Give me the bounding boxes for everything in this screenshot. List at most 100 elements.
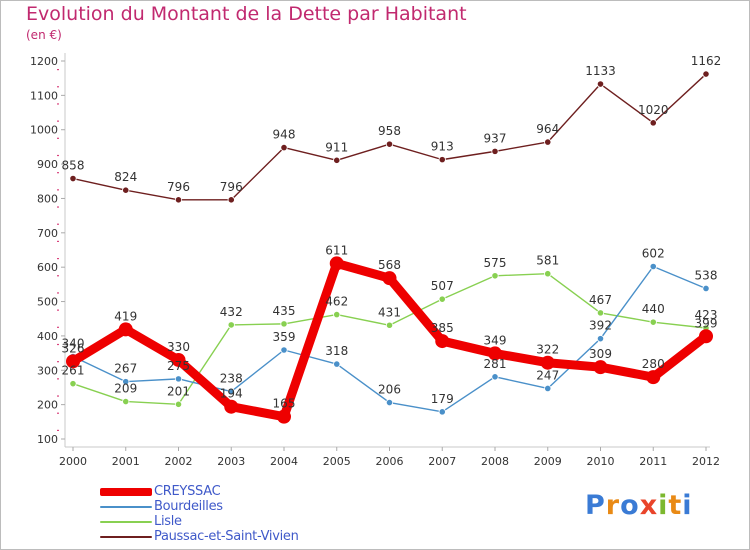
legend-label: Bourdeilles <box>154 499 223 514</box>
legend-item-lisle: Lisle <box>100 514 360 529</box>
data-label-creyssac: 326 <box>62 341 85 355</box>
chart-data-labels: 326 419 330 194 165 611 568 385 349 322 309 280 399 3… <box>62 54 722 411</box>
data-point-bourdeilles <box>122 378 130 386</box>
y-tick-label: 800 <box>37 192 58 205</box>
data-point-bourdeilles <box>227 387 235 396</box>
data-label-bourdeilles: 340 <box>62 337 85 351</box>
data-label-paussac-et-saint-vivien: 913 <box>431 140 454 154</box>
x-tick-label: 2000 <box>59 455 87 468</box>
logo-letter: x <box>639 490 659 521</box>
data-point-creyssac <box>329 256 344 271</box>
y-tick-label: 200 <box>37 399 58 412</box>
chart-legend: CREYSSAC Bourdeilles Lisle Paussac-et-Saint… <box>100 484 360 544</box>
chart-unit-label: (en €) <box>26 28 62 42</box>
chart-title: Evolution du Montant de la Dette par Hab… <box>26 3 467 25</box>
data-label-lisle: 261 <box>62 364 85 378</box>
data-point-paussac-et-saint-vivien <box>227 196 235 204</box>
data-label-lisle: 435 <box>273 304 296 318</box>
data-point-lisle <box>227 321 235 329</box>
data-label-bourdeilles: 179 <box>431 392 454 406</box>
x-tick-label: 2005 <box>323 455 351 468</box>
data-point-paussac-et-saint-vivien <box>122 186 130 194</box>
logo-letter: P <box>585 490 606 521</box>
data-point-paussac-et-saint-vivien <box>333 156 341 164</box>
y-tick-label: 700 <box>37 227 58 240</box>
data-point-creyssac <box>435 334 450 349</box>
data-label-bourdeilles: 275 <box>167 359 190 373</box>
data-label-bourdeilles: 392 <box>589 319 612 333</box>
data-label-creyssac: 568 <box>378 258 401 272</box>
data-label-bourdeilles: 247 <box>536 368 559 382</box>
logo-letter: i <box>682 490 693 521</box>
legend-item-bourdeilles: Bourdeilles <box>100 499 360 514</box>
data-label-bourdeilles: 206 <box>378 383 401 397</box>
data-point-bourdeilles <box>649 262 657 271</box>
data-label-paussac-et-saint-vivien: 858 <box>62 159 85 173</box>
data-point-creyssac <box>488 346 502 361</box>
data-point-paussac-et-saint-vivien <box>702 70 710 78</box>
data-point-lisle <box>280 320 288 328</box>
data-label-creyssac: 419 <box>114 309 137 323</box>
x-tick-label: 2012 <box>692 455 720 468</box>
x-tick-label: 2004 <box>270 455 298 468</box>
data-point-creyssac <box>171 352 186 367</box>
y-tick-label: 1200 <box>30 55 58 68</box>
data-label-creyssac: 330 <box>167 340 190 354</box>
data-label-lisle: 507 <box>431 279 454 293</box>
chart-axes: 100 200 300 400 500 600 700 800 900 1000 1100 1200 2… <box>30 53 720 468</box>
data-label-bourdeilles: 267 <box>114 362 137 376</box>
logo-letter: r <box>605 490 621 521</box>
x-tick-label: 2006 <box>376 455 404 468</box>
data-label-lisle: 575 <box>484 256 507 270</box>
data-label-paussac-et-saint-vivien: 824 <box>114 170 137 184</box>
data-label-bourdeilles: 281 <box>484 357 507 371</box>
data-point-paussac-et-saint-vivien <box>596 80 605 88</box>
data-label-bourdeilles: 602 <box>642 246 665 260</box>
data-label-bourdeilles: 359 <box>273 330 296 344</box>
y-tick-label: 600 <box>37 261 58 274</box>
data-point-paussac-et-saint-vivien <box>438 156 446 164</box>
data-point-paussac-et-saint-vivien <box>174 196 183 204</box>
data-point-lisle <box>649 318 657 326</box>
data-point-creyssac <box>277 409 291 424</box>
data-label-lisle: 209 <box>114 382 137 396</box>
data-point-lisle <box>544 270 552 278</box>
y-tick-label: 900 <box>37 158 58 171</box>
data-point-paussac-et-saint-vivien <box>491 147 499 155</box>
data-label-creyssac: 309 <box>589 347 612 361</box>
data-point-paussac-et-saint-vivien <box>69 174 77 183</box>
data-label-paussac-et-saint-vivien: 796 <box>167 180 190 194</box>
chart-series <box>66 70 713 424</box>
data-label-lisle: 431 <box>378 305 401 319</box>
data-point-creyssac <box>224 399 239 414</box>
y-tick-label: 400 <box>37 330 58 343</box>
data-label-paussac-et-saint-vivien: 1162 <box>691 54 722 68</box>
logo-letter: i <box>658 490 669 521</box>
data-label-lisle: 201 <box>167 384 190 398</box>
data-label-lisle: 462 <box>325 295 348 309</box>
data-label-paussac-et-saint-vivien: 1133 <box>585 64 616 78</box>
x-tick-label: 2008 <box>481 455 509 468</box>
data-point-creyssac <box>66 354 80 369</box>
data-label-lisle: 432 <box>220 305 243 319</box>
data-point-paussac-et-saint-vivien <box>280 143 288 152</box>
x-tick-label: 2009 <box>534 455 562 468</box>
logo-letter: t <box>668 490 683 521</box>
logo-letter: o <box>620 490 640 521</box>
data-point-bourdeilles <box>438 408 446 416</box>
data-point-lisle <box>596 309 605 317</box>
data-point-creyssac <box>540 355 555 370</box>
data-point-bourdeilles <box>596 335 605 343</box>
data-label-lisle: 423 <box>695 308 718 322</box>
data-point-lisle <box>69 380 77 388</box>
data-point-paussac-et-saint-vivien <box>385 140 394 148</box>
data-label-paussac-et-saint-vivien: 1020 <box>638 103 669 117</box>
data-point-creyssac <box>646 370 661 385</box>
data-point-paussac-et-saint-vivien <box>649 119 657 127</box>
data-label-bourdeilles: 538 <box>695 268 718 282</box>
data-label-bourdeilles: 238 <box>220 372 243 386</box>
x-tick-label: 2001 <box>112 455 140 468</box>
data-point-creyssac <box>118 322 133 337</box>
data-point-bourdeilles <box>280 346 288 354</box>
